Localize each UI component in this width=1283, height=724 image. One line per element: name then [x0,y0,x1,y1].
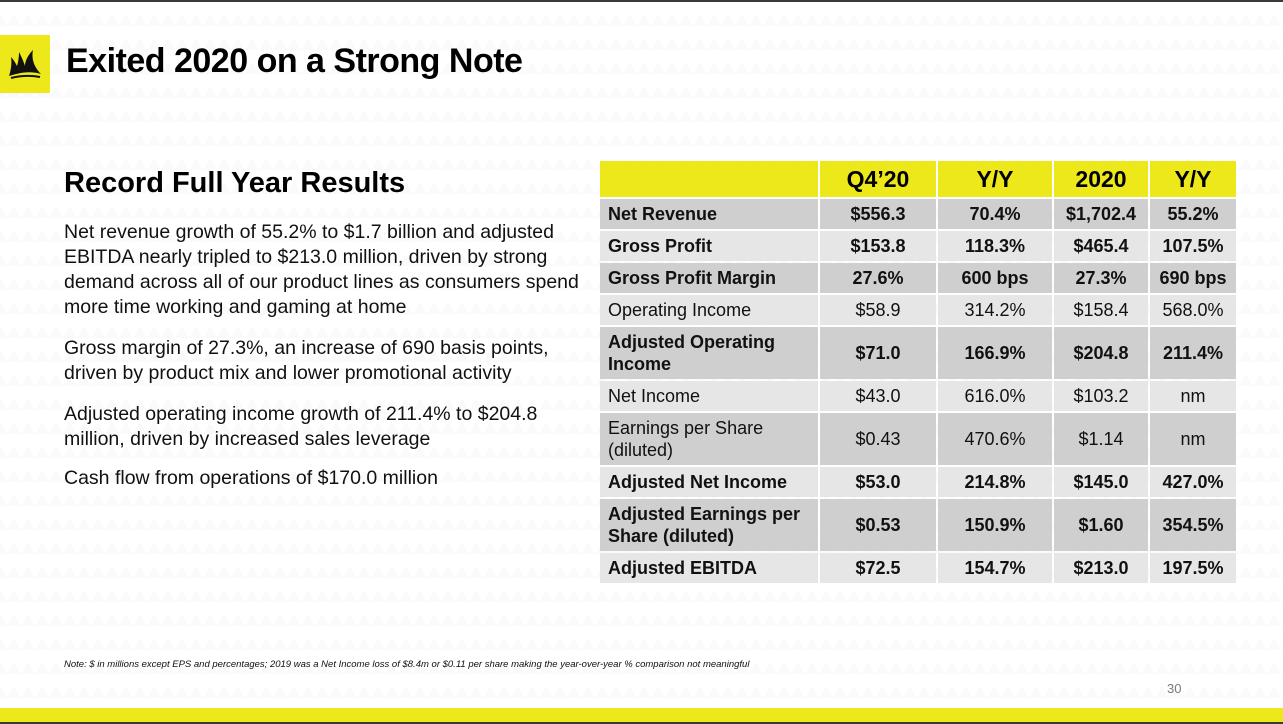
table-row: 27.3% 690 bps [1054,263,1236,293]
results-bullets: Net revenue growth of 55.2% to $1.7 bill… [64,220,594,507]
row-label: Net Income [600,381,818,411]
cell-q4-yy: 616.0% [938,381,1052,411]
cell-fy-yy: 55.2% [1150,199,1236,229]
cell-q4-yy: 314.2% [938,295,1052,325]
table-row: $1,702.4 55.2% [1054,199,1236,229]
footnote: Note: $ in millions except EPS and perce… [64,659,750,670]
header-q4: Q4’20 [820,161,936,197]
header-fy: 2020 [1054,161,1148,197]
blank-header [600,161,818,197]
table-row: Gross Profit Margin 27.6% 600 bps [600,263,1052,293]
bullet-text: Net revenue growth of 55.2% to $1.7 bill… [64,221,579,318]
cell-q4-yy: 150.9% [938,499,1052,551]
cell-fy: $158.4 [1054,295,1148,325]
row-label: Adjusted EBITDA [600,553,818,583]
cell-q4: $71.0 [820,327,936,379]
page-title: Exited 2020 on a Strong Note [66,42,523,80]
cell-fy: 27.3% [1054,263,1148,293]
table-header-row: Q4’20 Y/Y [600,161,1052,197]
cell-q4-yy: 118.3% [938,231,1052,261]
cell-fy: $103.2 [1054,381,1148,411]
table-row: $145.0 427.0% [1054,467,1236,497]
logo [0,35,50,93]
table-row: $213.0 197.5% [1054,553,1236,583]
cell-q4: $72.5 [820,553,936,583]
bullet-text: Gross margin of 27.3%, an increase of 69… [64,337,549,384]
table-row: Adjusted EBITDA $72.5 154.7% [600,553,1052,583]
cell-fy: $145.0 [1054,467,1148,497]
table-row: Adjusted Operating Income $71.0 166.9% [600,327,1052,379]
cell-fy-yy: 427.0% [1150,467,1236,497]
table-header-row: 2020 Y/Y [1054,161,1236,197]
table-row: Gross Profit $153.8 118.3% [600,231,1052,261]
cell-q4-yy: 600 bps [938,263,1052,293]
cell-q4-yy: 166.9% [938,327,1052,379]
table-row: $103.2 nm [1054,381,1236,411]
row-label: Gross Profit Margin [600,263,818,293]
cell-q4-yy: 70.4% [938,199,1052,229]
bottom-accent-bar [0,708,1283,722]
page-number: 30 [1167,681,1182,696]
cell-q4: $43.0 [820,381,936,411]
cell-fy: $1.60 [1054,499,1148,551]
cell-fy: $465.4 [1054,231,1148,261]
row-label: Adjusted Net Income [600,467,818,497]
cell-fy: $1,702.4 [1054,199,1148,229]
cell-q4-yy: 214.8% [938,467,1052,497]
cell-fy-yy: nm [1150,413,1236,465]
row-label: Operating Income [600,295,818,325]
row-label: Adjusted Earnings per Share (diluted) [600,499,818,551]
table-row: Adjusted Net Income $53.0 214.8% [600,467,1052,497]
cell-q4: 27.6% [820,263,936,293]
row-label: Adjusted Operating Income [600,327,818,379]
cell-fy: $204.8 [1054,327,1148,379]
cell-fy: $1.14 [1054,413,1148,465]
table-row: $465.4 107.5% [1054,231,1236,261]
table-row: Operating Income $58.9 314.2% [600,295,1052,325]
header-fy-yy: Y/Y [1150,161,1236,197]
cell-q4: $0.53 [820,499,936,551]
row-label: Gross Profit [600,231,818,261]
table-row: $158.4 568.0% [1054,295,1236,325]
cell-q4: $556.3 [820,199,936,229]
cell-q4: $53.0 [820,467,936,497]
table-row: $1.14 nm [1054,413,1236,465]
cell-fy: $213.0 [1054,553,1148,583]
cell-fy-yy: 211.4% [1150,327,1236,379]
cell-q4: $0.43 [820,413,936,465]
header-q4-yy: Y/Y [938,161,1052,197]
cell-fy-yy: 107.5% [1150,231,1236,261]
cell-fy-yy: nm [1150,381,1236,411]
table-row: Earnings per Share (diluted) $0.43 470.6% [600,413,1052,465]
table-row: Adjusted Earnings per Share (diluted) $0.… [600,499,1052,551]
fy-results-table: 2020 Y/Y $1,702.4 55.2% $465.4 107.5% 27.3… [1052,159,1238,585]
bullet-text: Cash flow from operations of $170.0 mill… [64,467,438,489]
cell-q4: $153.8 [820,231,936,261]
q4-results-table: Q4’20 Y/Y Net Revenue $556.3 70.4% Gross P… [598,159,1054,585]
cell-q4: $58.9 [820,295,936,325]
table-row: $1.60 354.5% [1054,499,1236,551]
row-label: Earnings per Share (diluted) [600,413,818,465]
cell-fy-yy: 568.0% [1150,295,1236,325]
cell-q4-yy: 470.6% [938,413,1052,465]
section-subtitle: Record Full Year Results [64,167,406,199]
cell-fy-yy: 690 bps [1150,263,1236,293]
table-row: Net Revenue $556.3 70.4% [600,199,1052,229]
cell-fy-yy: 197.5% [1150,553,1236,583]
table-row: Net Income $43.0 616.0% [600,381,1052,411]
bullet-text: Adjusted operating income growth of 211.… [64,403,538,450]
corsair-sails-logo-icon [9,50,41,79]
row-label: Net Revenue [600,199,818,229]
table-row: $204.8 211.4% [1054,327,1236,379]
cell-q4-yy: 154.7% [938,553,1052,583]
cell-fy-yy: 354.5% [1150,499,1236,551]
